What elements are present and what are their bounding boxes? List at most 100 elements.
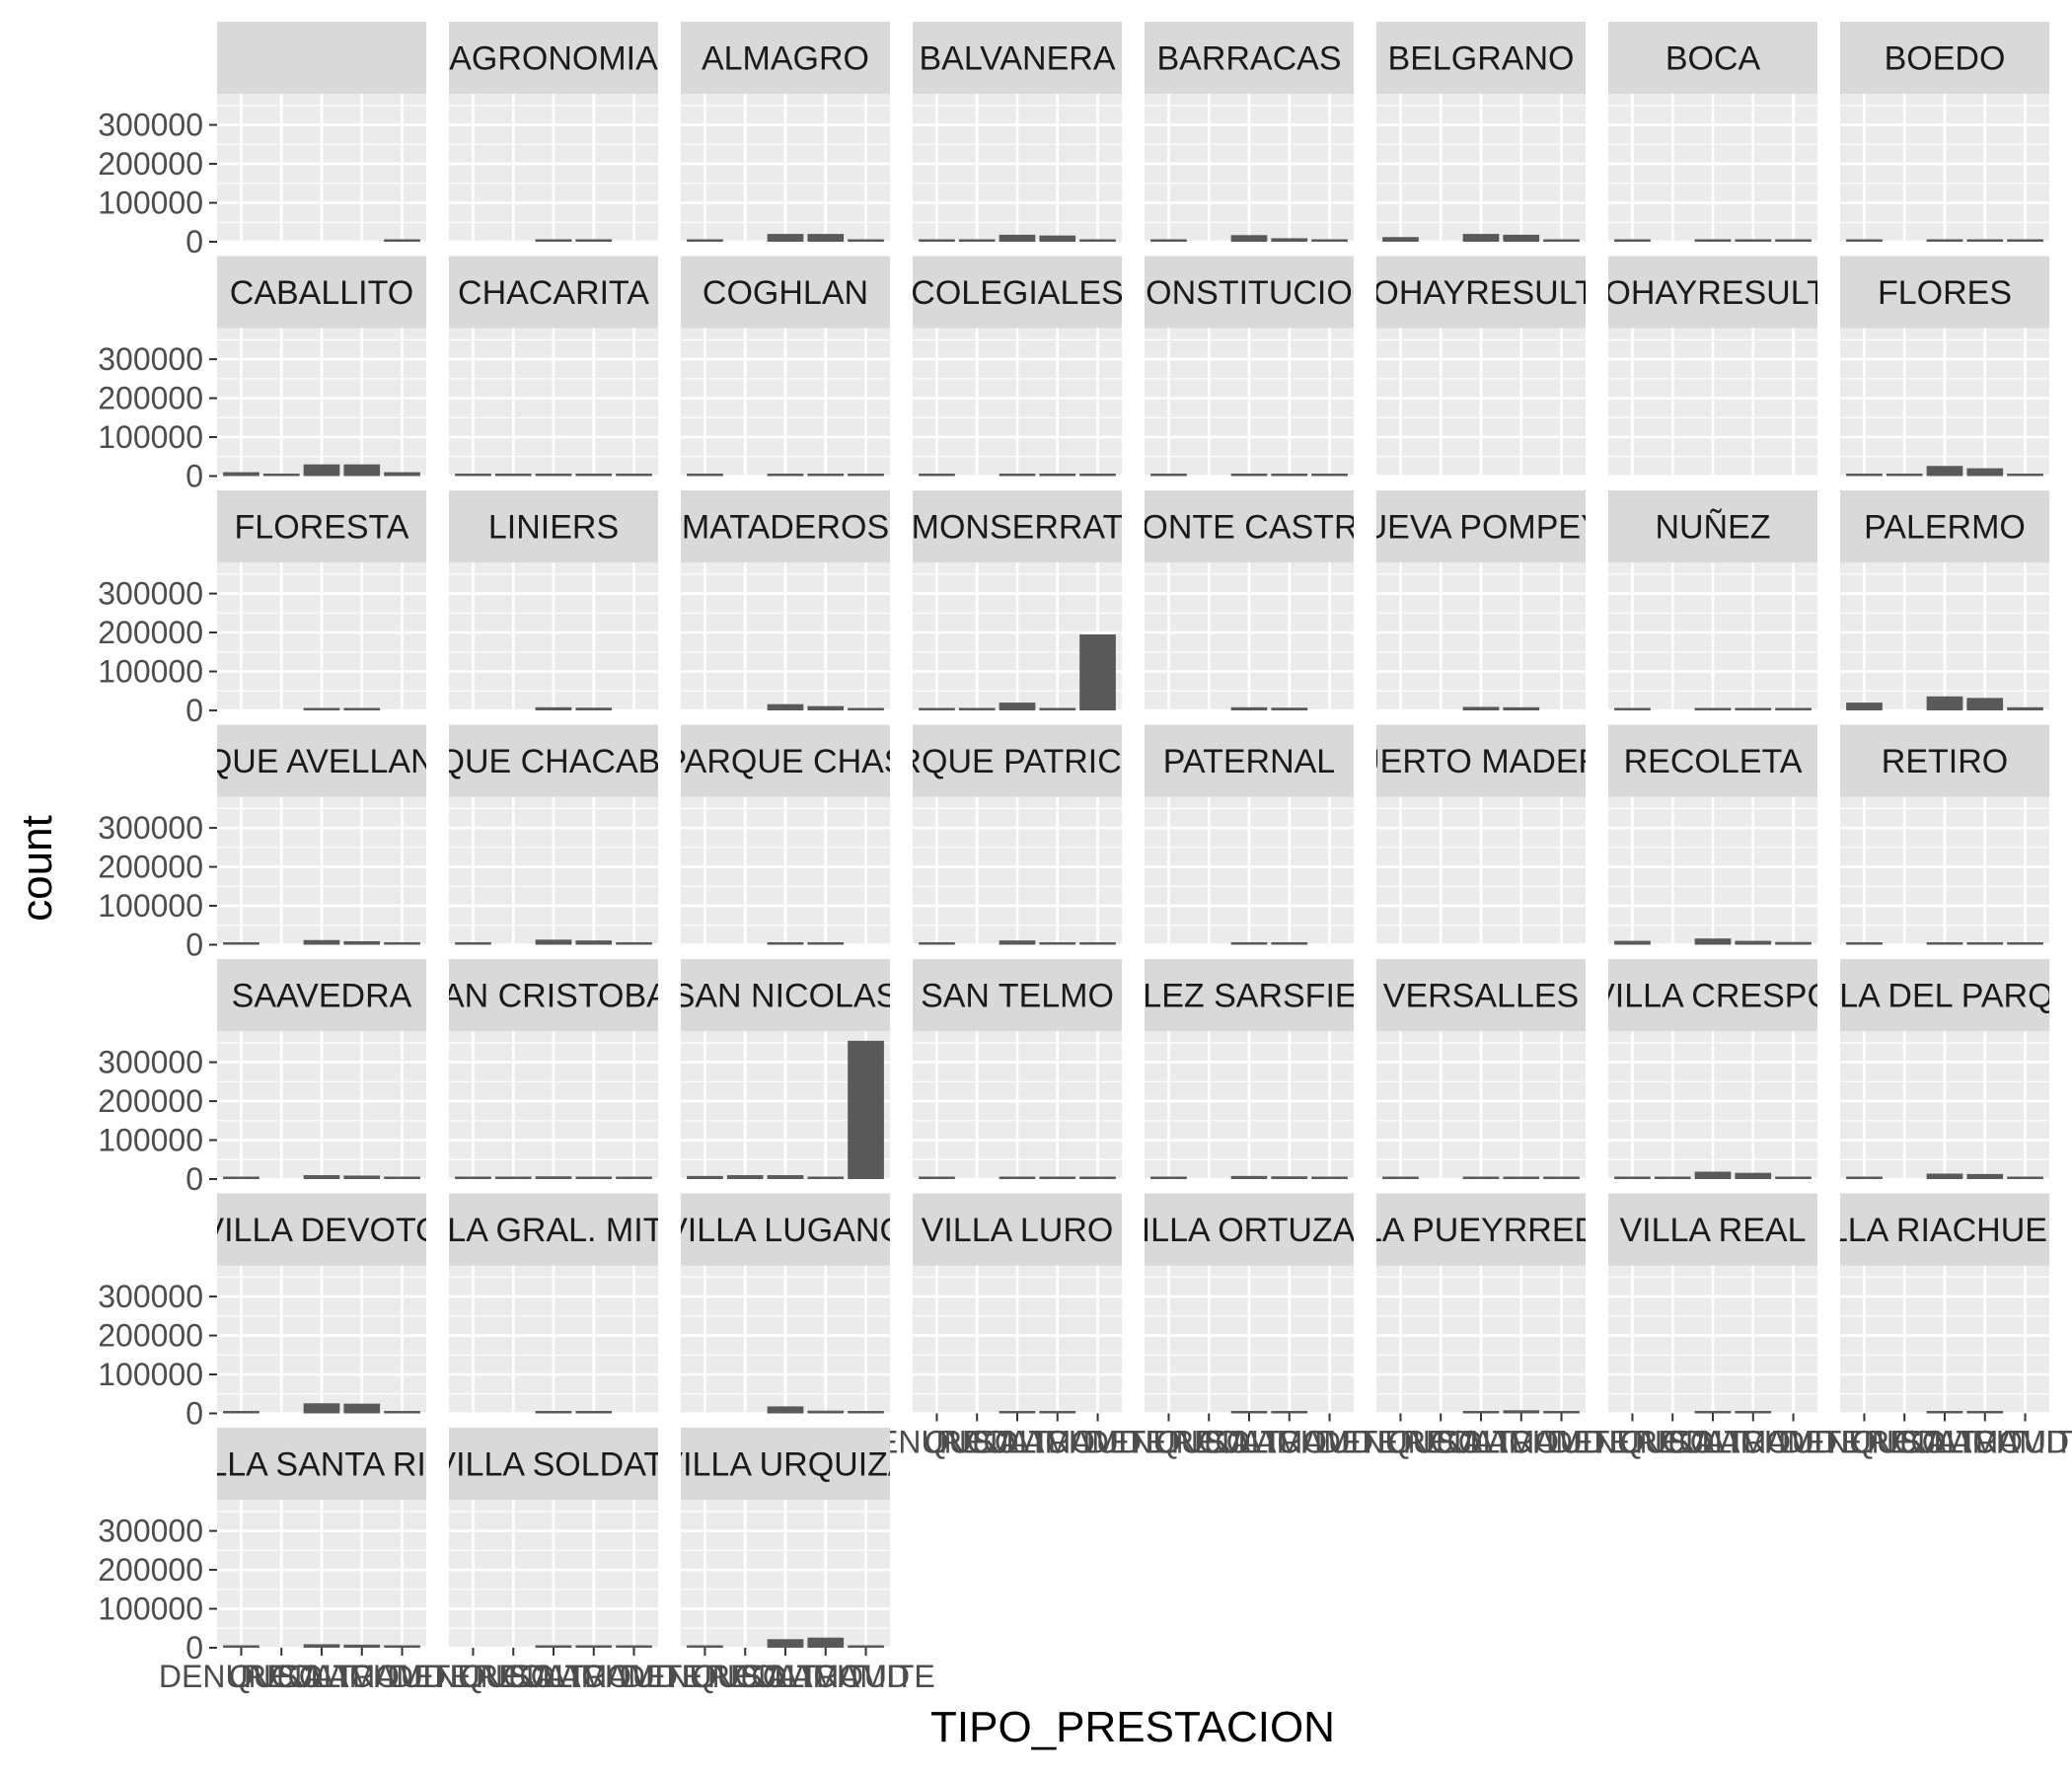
bar [455, 474, 491, 477]
bar [2007, 706, 2043, 710]
bar [1735, 239, 1772, 242]
bar [1694, 707, 1732, 710]
bar [1775, 707, 1812, 710]
facet-strip-label: VILLA SANTA RITA [177, 1446, 467, 1484]
bar [999, 703, 1036, 710]
x-tick-label: TRAMITE [1724, 1425, 1862, 1460]
facet-panel: PALERMO [1840, 490, 2049, 712]
bar [535, 1411, 572, 1414]
bar [535, 1645, 572, 1648]
x-tick-label: RECLAMO [476, 1659, 631, 1694]
bar [1079, 239, 1116, 242]
bar [1966, 468, 2004, 477]
y-tick-label: 100000 [98, 1123, 203, 1158]
bar [1311, 474, 1348, 477]
x-axis-title: TIPO_PRESTACION [930, 1703, 1335, 1751]
facet-strip [217, 959, 426, 1031]
facet-panel: FLORES [1840, 256, 2049, 478]
facet-strip-label: SAN NICOLAS [673, 978, 899, 1015]
bar [919, 1176, 955, 1179]
facet-strip-label: FLORES [1878, 274, 2012, 312]
y-tick-label: 100000 [98, 185, 203, 221]
bar [1694, 1411, 1732, 1414]
bar [999, 474, 1036, 477]
facet-panel: SAN NICOLAS [673, 959, 899, 1181]
bar [1271, 1411, 1308, 1414]
x-tick-label: RECLAMO [1867, 1425, 2023, 1460]
x-tick-label: QUEJA [1620, 1425, 1726, 1460]
bar [767, 1406, 804, 1414]
y-tick-label: 0 [185, 459, 203, 494]
bar [1926, 1411, 1963, 1414]
bar [848, 1645, 884, 1648]
facet-strip-label: VILLA CRESPO [1592, 978, 1833, 1015]
facet-strip-label: PATERNAL [1163, 743, 1335, 780]
y-tick-label: 0 [185, 1630, 203, 1665]
y-axis-title: count [13, 815, 61, 922]
bar [1543, 239, 1580, 242]
x-tick-label: QUEJA [461, 1659, 566, 1694]
bar [1150, 474, 1187, 477]
y-tick-label: 200000 [98, 850, 203, 885]
bar [223, 1411, 259, 1414]
facet-strip-label: VILLA LURO [922, 1212, 1114, 1249]
bar [999, 1411, 1036, 1414]
facet-strip-label: VILLA ORTUZAR [1119, 1212, 1379, 1249]
bar [1039, 1411, 1076, 1414]
facet-panel: RECOLETA [1608, 724, 1817, 946]
bar [535, 939, 572, 945]
facet-panel: VILLA RIACHUELO DENUNCIAQUEJARECLAMOSOLIC… [1782, 1193, 2072, 1460]
bar [575, 1645, 613, 1648]
bar [1614, 239, 1651, 242]
y-tick-label: 300000 [98, 810, 203, 846]
bar [807, 705, 845, 710]
bar [262, 474, 300, 477]
bar [223, 942, 259, 945]
bar [807, 234, 845, 242]
bar [1775, 239, 1812, 242]
x-tick-label: QUEJA [693, 1659, 798, 1694]
facet-strip [913, 256, 1122, 329]
facet-strip-label: VILLA RIACHUELO [1798, 1212, 2072, 1249]
facet-panel: CHACARITA [449, 256, 658, 478]
bar [384, 1645, 420, 1648]
facet-strip-label: CABALLITO [230, 274, 413, 312]
bar [848, 474, 884, 477]
facet-strip [1376, 256, 1586, 329]
facet-strip [1608, 256, 1817, 329]
facet-strip-label: VILLA REAL [1619, 1212, 1806, 1249]
facet-panel: CORNOHAYRESULTADOS [1608, 256, 1817, 478]
y-tick-label: 0 [185, 1161, 203, 1197]
bar [1503, 234, 1540, 242]
facet-strip [449, 1193, 658, 1266]
y-tick-label: 300000 [98, 1045, 203, 1080]
facet-strip [1608, 490, 1817, 562]
bar [2007, 942, 2043, 945]
bar [1079, 1176, 1116, 1179]
facet-strip-label: BARRACAS [1156, 40, 1341, 78]
bar [1694, 1171, 1732, 1179]
bar [535, 706, 572, 710]
bar [1150, 239, 1187, 242]
bar [726, 1175, 764, 1179]
bar [767, 234, 804, 242]
bar [616, 474, 652, 477]
x-tick-label: TRAMITE [1028, 1425, 1166, 1460]
facet-strip [1840, 959, 2049, 1031]
x-tick-label: DENUNCIA [1782, 1425, 1948, 1460]
bar [807, 1637, 845, 1648]
facet-panel: BALVANERA [913, 22, 1122, 244]
bar [616, 1176, 652, 1179]
facet-panel: MONSERRAT [913, 490, 1122, 712]
y-tick-label: 100000 [98, 1591, 203, 1627]
bar [2007, 239, 2043, 242]
bar [535, 474, 572, 477]
x-tick-label: SOLICITUD [973, 1425, 1142, 1460]
facet-panel: VILLA GRAL. MITRE [449, 1193, 658, 1415]
bar [575, 474, 613, 477]
bar [919, 239, 955, 242]
bar [919, 942, 955, 945]
facet-strip-label: SAAVEDRA [232, 978, 412, 1015]
